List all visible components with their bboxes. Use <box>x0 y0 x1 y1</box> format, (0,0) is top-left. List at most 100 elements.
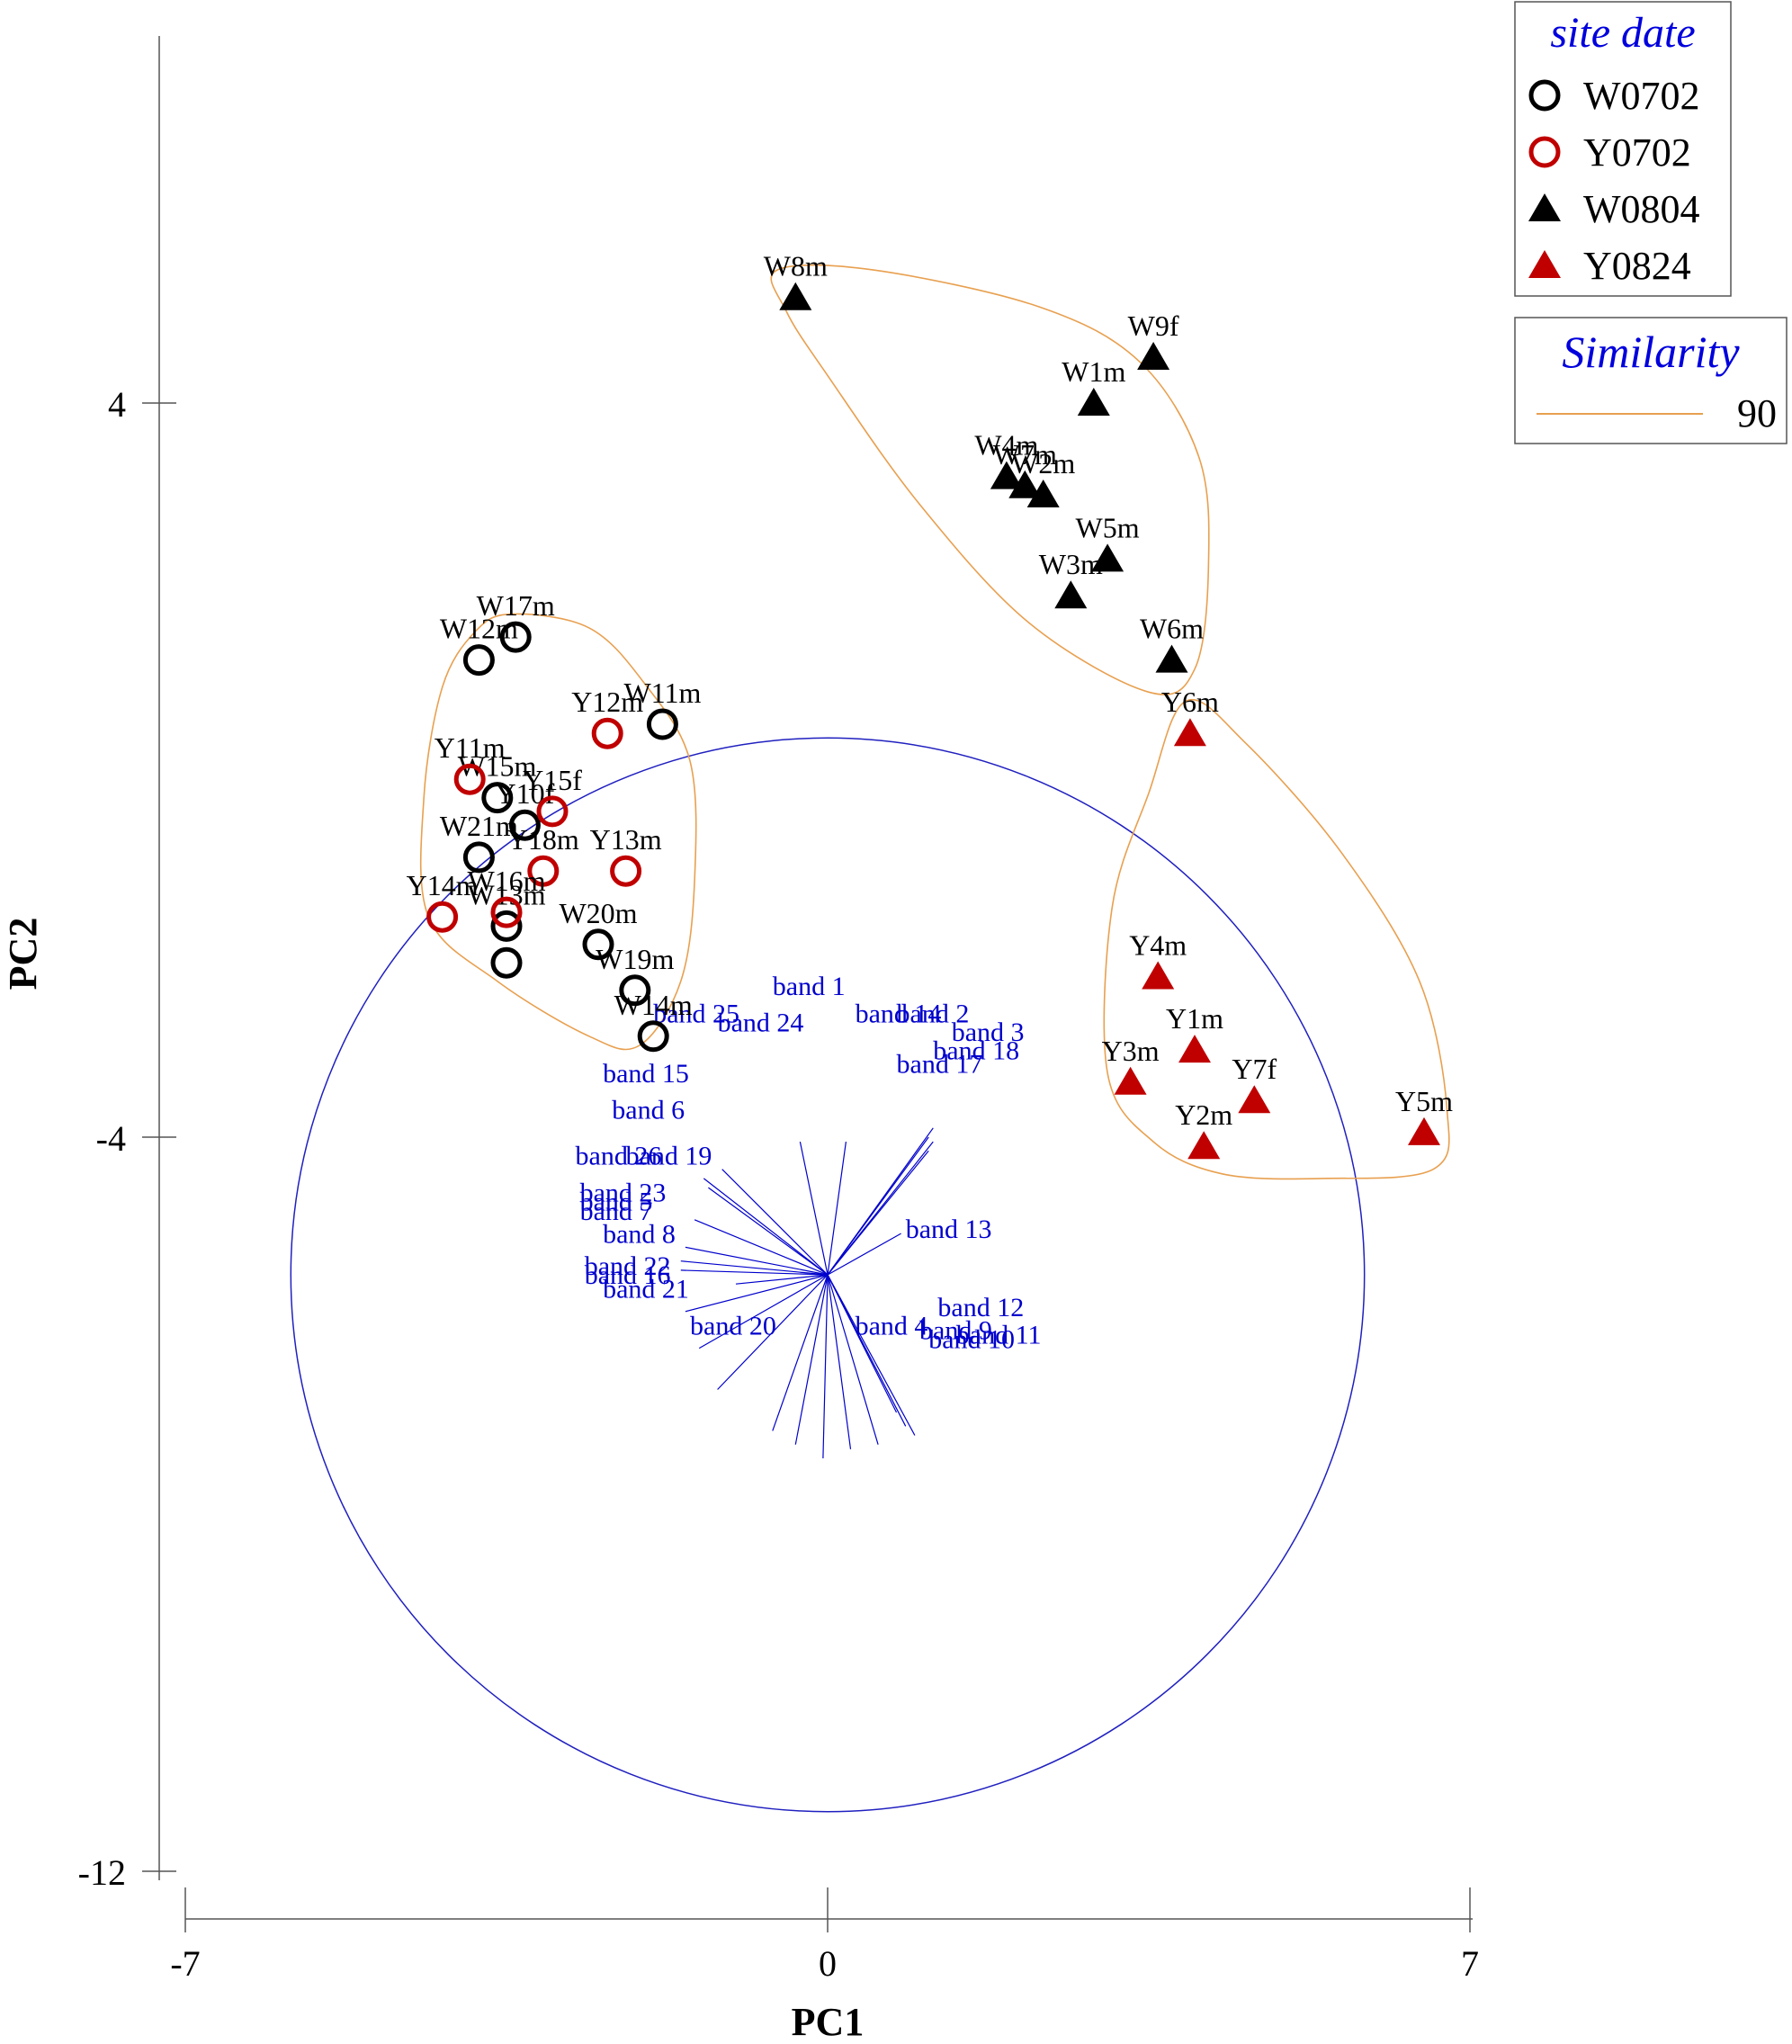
vector-line <box>698 1274 829 1349</box>
vector-line <box>827 1233 901 1276</box>
x-tick-label: 0 <box>819 1943 837 1984</box>
point-label: W2m <box>1011 447 1075 480</box>
point-marker <box>462 841 495 874</box>
point-marker <box>536 795 569 828</box>
legend-marker <box>1528 193 1561 221</box>
point-marker <box>481 782 514 814</box>
y-axis-label: PC2 <box>1 918 45 991</box>
point-marker <box>646 708 678 740</box>
point-marker <box>1008 470 1042 498</box>
vector-label: band 6 <box>612 1096 685 1125</box>
point-label: Y10f <box>496 777 555 810</box>
point-label: Y15f <box>523 764 582 796</box>
point-label: W20m <box>559 897 637 929</box>
point-label: Y3m <box>1102 1035 1160 1067</box>
similarity-legend-value: 90 <box>1737 391 1777 435</box>
point-label: Y12m <box>571 686 643 718</box>
point-marker <box>1155 644 1188 673</box>
point-marker <box>1137 342 1170 370</box>
legend-title: site date <box>1550 9 1695 57</box>
y-tick-label: -12 <box>78 1852 126 1893</box>
point-label: Y7f <box>1232 1053 1277 1085</box>
vector-label: band 4 <box>856 1311 928 1340</box>
legend-marker <box>1528 250 1561 278</box>
x-axis-label: PC1 <box>792 2000 865 2044</box>
point-marker <box>1114 1066 1147 1095</box>
y-tick-label: -4 <box>96 1118 126 1159</box>
axes: 4 -4 -12 -7 0 7 PC1 PC2 <box>1 36 1479 2044</box>
vector-label: band 16 <box>585 1260 671 1290</box>
legend-box <box>1514 1 1732 297</box>
legend-marker <box>1528 136 1561 168</box>
point-marker <box>490 946 523 979</box>
legend-layer: site date W0702 Y0702 W0804 Y0824 Similarity 9… <box>1514 1 1788 444</box>
point-label: Y5m <box>1395 1085 1453 1117</box>
vector-line <box>694 1219 829 1276</box>
vector-label: band 18 <box>933 1035 1019 1065</box>
vector-line <box>717 1274 829 1390</box>
point-marker <box>1238 1085 1271 1114</box>
vector-line <box>772 1274 829 1431</box>
correlation-circle <box>290 737 1366 1813</box>
vector-label: band 12 <box>937 1293 1024 1322</box>
legend-label: Y0824 <box>1583 244 1691 288</box>
point-marker <box>426 901 459 933</box>
point-marker <box>1173 718 1206 747</box>
x-tick-label: 7 <box>1461 1943 1479 1984</box>
similarity-cluster-outline <box>770 264 1210 695</box>
vector-line <box>680 1269 829 1276</box>
vector-line <box>827 1274 852 1449</box>
point-marker <box>591 717 623 749</box>
point-label: Y14m <box>407 869 479 901</box>
point-marker <box>462 644 495 677</box>
vector-label: band 25 <box>653 1000 739 1029</box>
legend-label: W0702 <box>1583 74 1700 118</box>
vector-label: band 8 <box>603 1219 676 1249</box>
point-marker <box>1026 480 1060 507</box>
vector-label: band 14 <box>856 1000 942 1029</box>
point-label: W13m <box>467 878 545 910</box>
point-marker <box>453 763 486 795</box>
point-marker <box>1408 1116 1440 1145</box>
vector-line <box>827 1142 847 1276</box>
point-marker <box>619 974 651 1007</box>
point-label: W3m <box>1039 548 1103 580</box>
vector-label: band 23 <box>580 1178 667 1207</box>
point-label: Y1m <box>1166 1002 1223 1035</box>
vector-line <box>721 1169 829 1276</box>
vector-label: band 3 <box>952 1018 1025 1047</box>
vector-label: band 21 <box>603 1275 689 1304</box>
point-marker <box>1077 388 1110 416</box>
point-marker <box>499 621 532 653</box>
vector-line <box>827 1274 916 1436</box>
point-label: W11m <box>623 677 701 709</box>
vector-line <box>827 1274 879 1445</box>
vector-line <box>827 1141 934 1276</box>
vector-line <box>827 1136 929 1276</box>
point-label: W5m <box>1076 511 1140 543</box>
point-label: W9f <box>1128 309 1179 342</box>
point-marker <box>582 928 614 961</box>
point-label: W17m <box>477 589 555 622</box>
vector-label: band 11 <box>956 1321 1042 1350</box>
point-label: Y18m <box>507 823 579 856</box>
point-marker <box>1054 580 1088 609</box>
similarity-cluster-outline <box>1103 698 1450 1180</box>
point-label: W4m <box>974 429 1038 462</box>
point-layer: W17mW12mW11mW15mW21mY10fW13mW20mW19mW14m… <box>407 250 1453 1160</box>
point-label: W16m <box>467 865 545 897</box>
point-label: Y11m <box>435 731 506 764</box>
vector-label: band 15 <box>603 1059 689 1089</box>
point-marker <box>990 461 1023 489</box>
vector-label: band 7 <box>580 1197 653 1226</box>
point-label: W1m <box>1062 355 1125 388</box>
vector-label: band 19 <box>626 1142 712 1171</box>
similarity-legend-box <box>1514 317 1788 444</box>
point-marker <box>779 282 812 310</box>
vector-label: band 13 <box>906 1215 992 1244</box>
x-tick-label: -7 <box>170 1943 200 1984</box>
vector-label: band 20 <box>690 1311 776 1340</box>
vector-line <box>703 1178 829 1276</box>
point-marker <box>1091 543 1124 572</box>
